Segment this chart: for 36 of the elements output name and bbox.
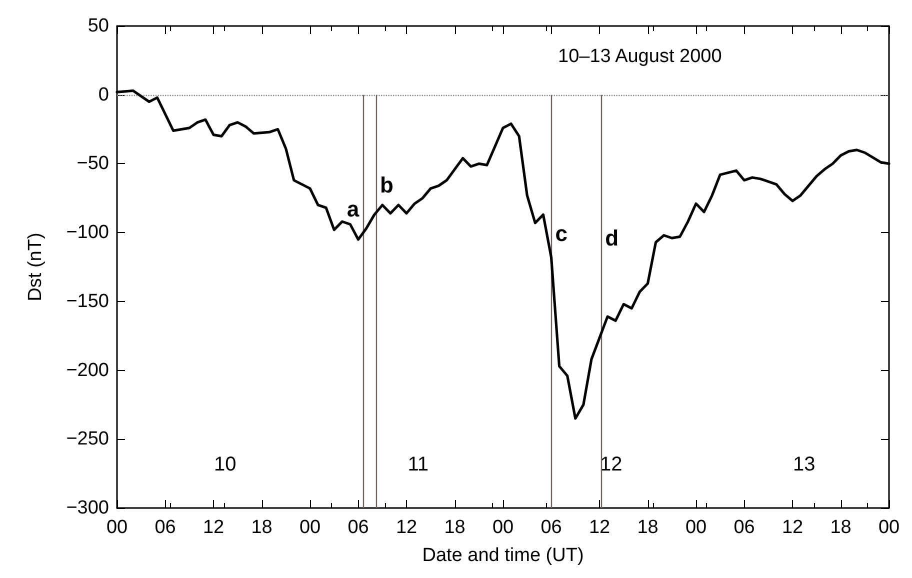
y-tick-label: −250	[66, 428, 109, 450]
x-tick-label: 06	[348, 517, 369, 538]
ref-line-label: d	[605, 226, 619, 251]
y-tick-label: −300	[66, 498, 109, 518]
x-tick-label: 12	[782, 517, 804, 538]
y-tick-label: 50	[88, 16, 109, 36]
x-tick-label: 00	[685, 517, 707, 538]
y-tick-label: −50	[76, 153, 109, 174]
text: 10–13 August 2000	[558, 46, 722, 67]
ref-line-label: a	[346, 196, 360, 222]
x-tick-label: 18	[637, 517, 658, 538]
annotation: 13	[792, 454, 816, 476]
x-tick-label: 06	[540, 517, 562, 538]
x-axis-title: Date and time (UT)	[422, 545, 584, 566]
x-tick-label: 06	[734, 517, 755, 538]
y-tick-label: −150	[66, 290, 109, 312]
annotation: 11	[408, 454, 428, 476]
x-tick-label: 18	[444, 517, 466, 538]
ref-line-label: c	[555, 220, 568, 246]
annotation: 12	[600, 454, 622, 476]
x-tick-label: 00	[299, 517, 321, 538]
ref-line-label: b	[380, 172, 394, 198]
x-tick-label: 12	[588, 517, 610, 538]
y-axis-title: Dst (nT)	[25, 232, 46, 302]
y-tick-label: 0	[98, 84, 109, 106]
y-tick-label: −100	[66, 222, 109, 244]
x-tick-label: 18	[251, 517, 272, 538]
x-tick-label: 06	[154, 517, 176, 538]
x-tick-label: 12	[202, 517, 224, 538]
y-tick-label: −200	[66, 360, 109, 381]
x-tick-label: 00	[106, 517, 128, 538]
x-tick-label: 18	[830, 517, 852, 538]
x-tick-label: 00	[492, 517, 514, 538]
annotation: 10	[214, 454, 236, 476]
x-tick-label: 12	[396, 517, 418, 538]
x-tick-label: 00	[878, 517, 900, 538]
